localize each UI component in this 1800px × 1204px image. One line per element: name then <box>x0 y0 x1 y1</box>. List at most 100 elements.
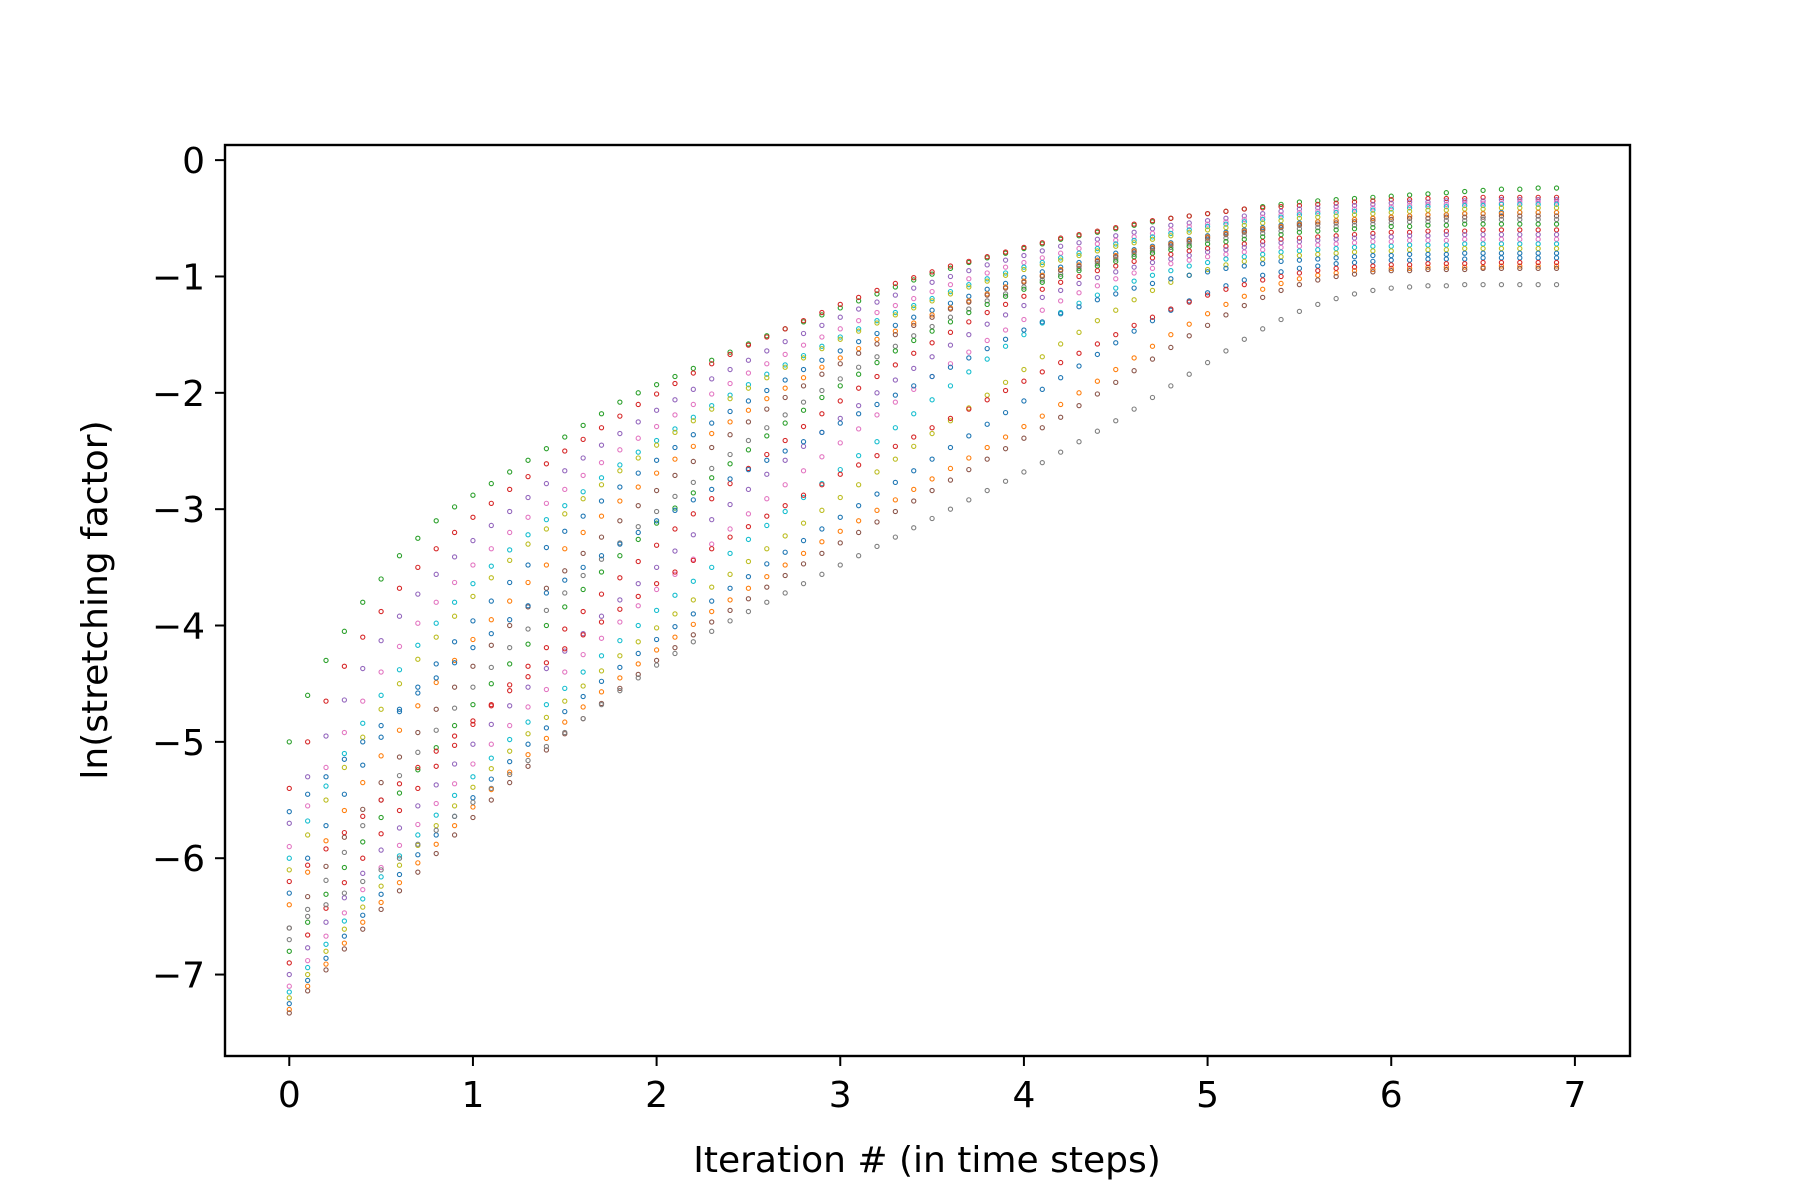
data-point <box>617 462 623 468</box>
data-point <box>745 596 752 602</box>
data-point <box>1351 231 1358 238</box>
data-point <box>1021 244 1027 251</box>
data-point <box>1168 331 1174 338</box>
data-point <box>929 312 935 318</box>
series-5 <box>286 205 1560 873</box>
data-point <box>1388 206 1394 212</box>
data-point <box>286 989 292 995</box>
data-point <box>874 330 880 337</box>
data-point <box>1186 299 1192 305</box>
data-point <box>1553 213 1560 219</box>
data-point <box>1388 252 1394 259</box>
series-1 <box>286 194 1560 792</box>
data-point <box>800 318 807 324</box>
data-point <box>1002 249 1009 255</box>
data-point <box>378 706 384 712</box>
data-point <box>470 799 476 806</box>
data-point <box>1333 255 1339 261</box>
data-point <box>304 692 311 698</box>
data-point <box>1113 256 1119 262</box>
data-point <box>1149 230 1156 237</box>
data-point <box>1406 213 1413 219</box>
data-point <box>360 599 366 605</box>
data-point <box>745 382 752 388</box>
data-point <box>764 387 770 394</box>
data-point <box>1094 378 1101 384</box>
y-tick-label: 0 <box>182 141 205 182</box>
data-point <box>562 708 568 715</box>
data-point <box>1553 281 1560 288</box>
data-point <box>488 500 494 506</box>
data-point <box>1296 222 1303 228</box>
data-point <box>323 822 329 829</box>
data-point <box>1517 199 1523 205</box>
data-point <box>1131 258 1137 264</box>
data-point <box>304 803 311 809</box>
data-point <box>433 841 439 847</box>
x-tick-label: 5 <box>1196 1075 1219 1116</box>
data-point <box>433 706 439 712</box>
data-point <box>580 608 586 615</box>
data-point <box>929 354 935 360</box>
data-point <box>617 447 623 453</box>
data-point <box>598 613 605 619</box>
data-point <box>1076 273 1082 280</box>
data-point <box>653 518 660 524</box>
data-point <box>470 663 476 669</box>
data-point <box>1076 259 1082 266</box>
data-point <box>709 444 715 451</box>
data-point <box>947 288 954 295</box>
data-point <box>415 764 421 771</box>
data-point <box>1076 280 1082 287</box>
data-point <box>525 741 531 747</box>
data-point <box>709 546 715 552</box>
data-point <box>1131 234 1137 240</box>
data-point <box>911 320 917 326</box>
data-point <box>1278 258 1284 264</box>
data-point <box>304 919 311 925</box>
data-point <box>341 940 348 946</box>
data-point <box>1021 266 1027 273</box>
data-point <box>1296 257 1303 263</box>
data-point <box>1131 278 1137 284</box>
data-point <box>543 660 550 666</box>
data-point <box>709 608 715 615</box>
data-point <box>507 547 513 553</box>
data-point <box>286 1006 292 1013</box>
data-point <box>451 733 458 739</box>
data-point <box>1113 379 1119 385</box>
data-point <box>451 722 458 729</box>
data-point <box>1260 238 1266 245</box>
data-point <box>984 321 990 327</box>
data-point <box>855 326 862 332</box>
data-point <box>819 550 825 557</box>
data-point <box>1388 265 1394 271</box>
data-point <box>1480 187 1486 194</box>
y-tick-label: −2 <box>152 374 205 415</box>
data-point <box>709 361 715 367</box>
data-point <box>635 419 641 425</box>
data-point <box>1058 279 1064 285</box>
data-point <box>653 508 660 515</box>
data-point <box>543 461 550 467</box>
data-point <box>1113 340 1119 346</box>
data-point <box>562 590 568 596</box>
data-point <box>323 657 329 664</box>
data-point <box>855 371 862 377</box>
data-point <box>378 891 384 897</box>
data-point <box>653 607 660 614</box>
data-point <box>543 644 550 651</box>
data-point <box>1223 286 1229 292</box>
data-point <box>1168 233 1174 239</box>
data-point <box>653 564 660 570</box>
data-point <box>874 354 880 360</box>
data-point <box>1296 235 1303 241</box>
data-point <box>1498 281 1505 288</box>
data-point <box>562 503 568 509</box>
data-point <box>1388 223 1394 230</box>
data-point <box>323 941 329 947</box>
data-point <box>800 366 807 373</box>
data-point <box>1113 285 1119 291</box>
data-point <box>966 299 972 305</box>
